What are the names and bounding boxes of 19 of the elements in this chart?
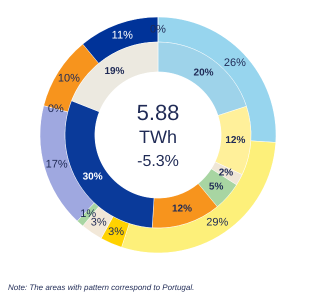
data-label: 2% (218, 167, 234, 178)
data-label: 11% (112, 30, 134, 42)
text: 5.88 (136, 100, 180, 125)
text: 0% (150, 24, 166, 36)
data-label: 3% (90, 216, 107, 228)
data-label: 20% (194, 67, 214, 78)
data-label: 12% (172, 204, 192, 215)
text: TWh (139, 127, 177, 147)
data-label: 12% (225, 134, 246, 146)
data-label: 10% (58, 72, 80, 84)
data-label: 3% (108, 226, 124, 238)
data-label: 26% (224, 56, 246, 69)
data-label: 19% (104, 66, 125, 77)
text: Note: The areas with pattern correspond to Portugal. (8, 283, 194, 292)
data-label: 17% (46, 158, 68, 170)
data-label: 30% (82, 172, 103, 183)
data-label: 5% (208, 181, 224, 192)
text: -5.3% (137, 153, 179, 170)
data-label: 29% (206, 216, 229, 228)
